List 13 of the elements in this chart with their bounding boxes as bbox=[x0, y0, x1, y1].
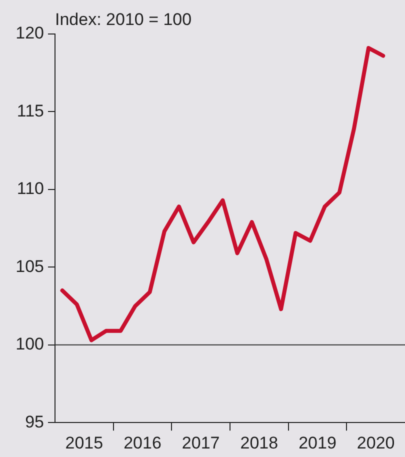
x-tick-label: 2016 bbox=[124, 433, 162, 452]
y-axis-title: Index: 2010 = 100 bbox=[55, 10, 192, 30]
x-tick-label: 2015 bbox=[65, 433, 104, 452]
y-tick-label: 105 bbox=[16, 256, 44, 276]
y-tick-label: 95 bbox=[25, 412, 44, 432]
y-tick-label: 100 bbox=[16, 334, 44, 354]
x-tick-label: 2019 bbox=[298, 433, 336, 452]
y-tick-label: 115 bbox=[16, 101, 44, 120]
y-tick-label: 110 bbox=[16, 179, 44, 198]
x-tick-label: 2017 bbox=[182, 433, 220, 452]
y-tick-label: 120 bbox=[16, 24, 44, 43]
x-tick-label: 2020 bbox=[356, 433, 395, 452]
x-tick-label: 2018 bbox=[240, 433, 278, 452]
